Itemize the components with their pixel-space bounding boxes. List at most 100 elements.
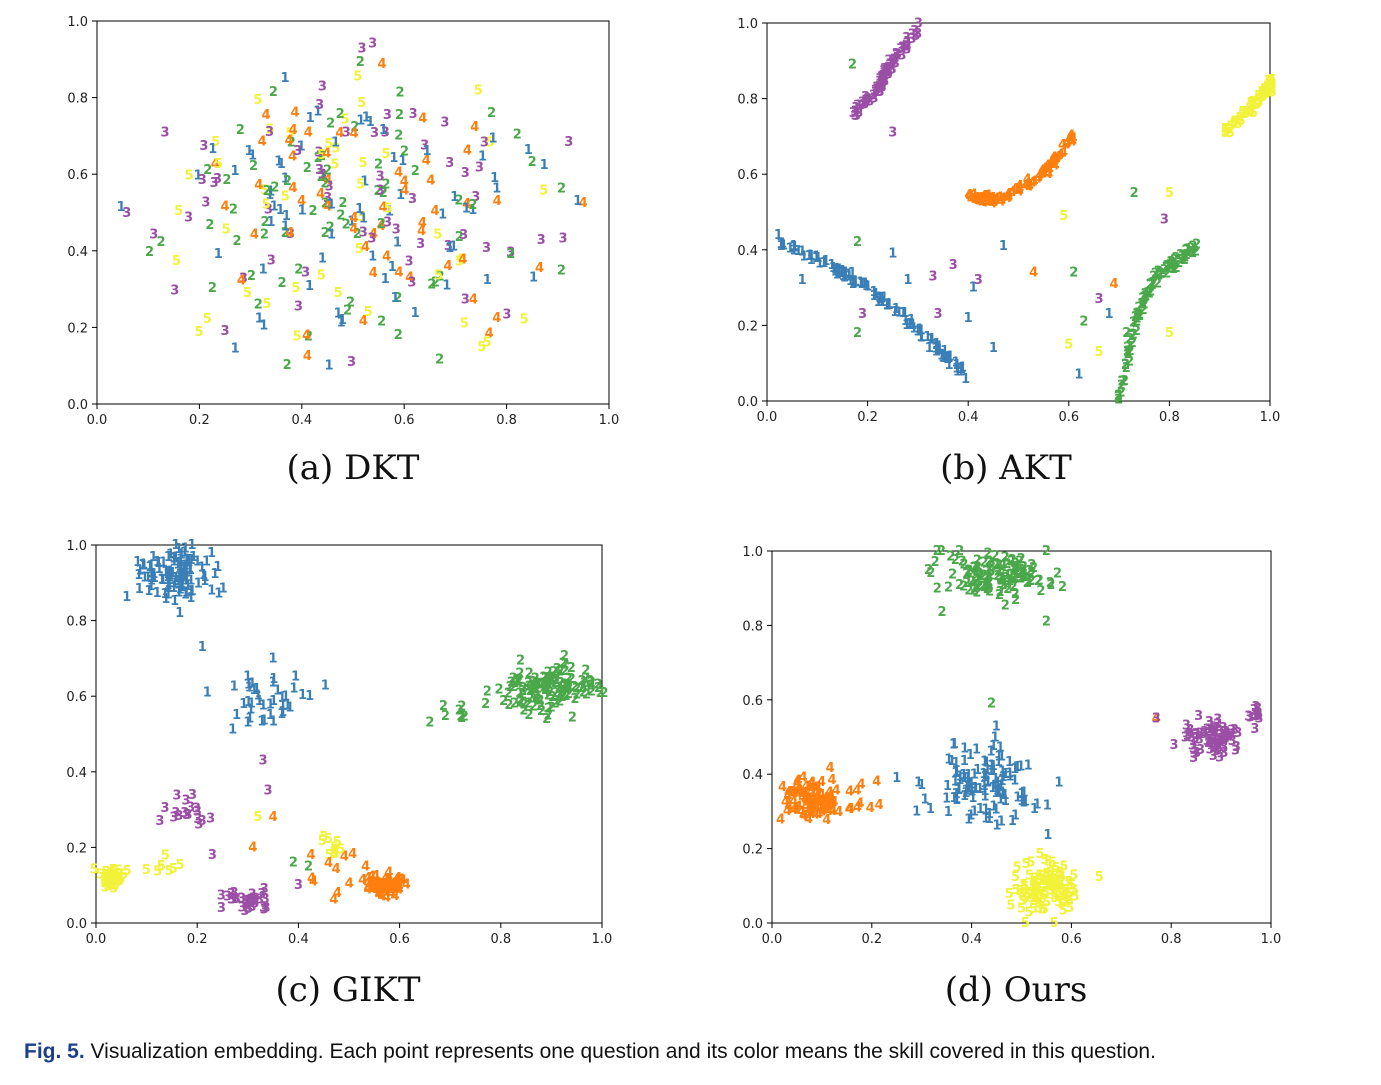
- point-ours-skill-3: 3: [1230, 723, 1239, 738]
- point-dkt-skill-2: 2: [287, 136, 296, 151]
- point-gikt-skill-5: 5: [110, 864, 119, 879]
- point-ours-skill-2: 2: [1025, 564, 1034, 579]
- point-akt-skill-2: 2: [1163, 259, 1172, 274]
- point-gikt-skill-4: 4: [387, 887, 396, 902]
- point-akt-skill-4: 4: [1051, 153, 1060, 168]
- point-akt-skill-3: 3: [902, 31, 911, 46]
- point-gikt-skill-2: 2: [580, 676, 589, 691]
- point-gikt-skill-1: 1: [165, 570, 174, 585]
- point-ours-skill-1: 1: [1013, 790, 1022, 805]
- point-dkt-skill-2: 2: [377, 314, 386, 329]
- point-ours-skill-4: 4: [807, 776, 816, 791]
- point-gikt-skill-5: 5: [113, 870, 122, 885]
- point-dkt-skill-1: 1: [193, 169, 202, 184]
- point-ours-skill-5: 5: [1033, 883, 1042, 898]
- point-gikt-skill-2: 2: [559, 688, 568, 703]
- point-gikt-skill-3: 3: [240, 904, 249, 919]
- x-tick-label: 0.6: [394, 413, 415, 428]
- point-ours-skill-1: 1: [912, 804, 921, 819]
- point-akt-skill-3: 3: [875, 75, 884, 90]
- point-ours-skill-1: 1: [961, 786, 970, 801]
- point-akt-skill-5: 5: [1267, 78, 1276, 93]
- point-gikt-skill-3: 3: [242, 894, 251, 909]
- point-gikt-skill-2: 2: [594, 678, 603, 693]
- point-akt-skill-1: 1: [944, 358, 953, 373]
- point-gikt-skill-2: 2: [549, 665, 558, 680]
- point-ours-skill-5: 5: [1018, 887, 1027, 902]
- point-akt-skill-4: 4: [1043, 159, 1052, 174]
- point-gikt-skill-3: 3: [223, 890, 232, 905]
- point-dkt-skill-4: 4: [369, 266, 378, 281]
- point-gikt-skill-5: 5: [318, 834, 327, 849]
- point-akt-skill-3: 3: [875, 77, 884, 92]
- point-dkt-skill-5: 5: [324, 137, 333, 152]
- point-gikt-skill-3: 3: [246, 893, 255, 908]
- point-gikt-skill-1: 1: [158, 573, 167, 588]
- point-ours-skill-3: 3: [1215, 751, 1224, 766]
- point-ours-skill-5: 5: [1037, 882, 1046, 897]
- point-akt-skill-1: 1: [798, 245, 807, 260]
- point-ours-skill-4: 4: [807, 807, 816, 822]
- point-akt-skill-1: 1: [933, 343, 942, 358]
- y-tick-label: 0.4: [66, 766, 87, 781]
- point-ours-skill-5: 5: [1043, 868, 1052, 883]
- point-dkt-skill-3: 3: [381, 125, 390, 140]
- point-gikt-skill-4: 4: [382, 891, 391, 906]
- point-gikt-skill-1: 1: [203, 685, 212, 700]
- point-akt-skill-2: 2: [1129, 328, 1138, 343]
- point-akt-skill-3: 3: [858, 96, 867, 111]
- point-akt-skill-1: 1: [901, 314, 910, 329]
- point-akt-skill-3: 3: [974, 273, 983, 288]
- point-ours-skill-4: 4: [872, 775, 881, 790]
- point-gikt-skill-2: 2: [554, 668, 563, 683]
- point-akt-skill-4: 4: [1049, 150, 1058, 165]
- point-ours-skill-3: 3: [1206, 719, 1215, 734]
- point-gikt-skill-1: 1: [277, 707, 286, 722]
- point-akt-skill-5: 5: [1234, 117, 1243, 132]
- point-gikt-skill-2: 2: [519, 681, 528, 696]
- point-ours-skill-5: 5: [1048, 855, 1057, 870]
- point-gikt-skill-2: 2: [538, 676, 547, 691]
- point-gikt-skill-2: 2: [526, 691, 535, 706]
- point-dkt-skill-3: 3: [475, 160, 484, 175]
- point-akt-skill-5: 5: [1226, 119, 1235, 134]
- point-ours-skill-2: 2: [985, 554, 994, 569]
- point-dkt-skill-5: 5: [214, 157, 223, 172]
- point-akt-skill-3: 3: [869, 89, 878, 104]
- point-dkt-skill-2: 2: [436, 270, 445, 285]
- point-ours-skill-2: 2: [983, 571, 992, 586]
- point-akt-skill-1: 1: [812, 249, 821, 264]
- point-akt-skill-4: 4: [977, 193, 986, 208]
- point-ours-skill-1: 1: [944, 805, 953, 820]
- point-gikt-skill-2: 2: [551, 673, 560, 688]
- point-ours-skill-1: 1: [982, 755, 991, 770]
- point-akt-skill-2: 2: [1131, 310, 1140, 325]
- point-ours-skill-2: 2: [991, 549, 1000, 564]
- point-akt-skill-4: 4: [1110, 277, 1119, 292]
- point-dkt-skill-4: 4: [237, 273, 246, 288]
- point-akt-skill-2: 2: [1151, 266, 1160, 281]
- point-akt-skill-3: 3: [879, 66, 888, 81]
- point-gikt-skill-4: 4: [392, 880, 401, 895]
- point-gikt-skill-3: 3: [182, 808, 191, 823]
- point-gikt-skill-4: 4: [361, 860, 370, 875]
- point-dkt-skill-5: 5: [243, 286, 252, 301]
- point-dkt-skill-5: 5: [477, 340, 486, 355]
- point-ours-skill-3: 3: [1213, 718, 1222, 733]
- point-gikt-skill-1: 1: [176, 553, 185, 568]
- point-ours-skill-3: 3: [1195, 732, 1204, 747]
- point-dkt-skill-1: 1: [389, 151, 398, 166]
- point-dkt-skill-3: 3: [537, 233, 546, 248]
- point-gikt-skill-2: 2: [533, 692, 542, 707]
- point-ours-skill-5: 5: [1031, 880, 1040, 895]
- point-akt-skill-5: 5: [1226, 126, 1235, 141]
- point-gikt-skill-1: 1: [182, 553, 191, 568]
- point-ours-skill-4: 4: [800, 786, 809, 801]
- point-akt-skill-1: 1: [917, 324, 926, 339]
- point-ours-skill-3: 3: [1246, 711, 1255, 726]
- point-akt-skill-3: 3: [949, 258, 958, 273]
- point-akt-skill-5: 5: [1254, 95, 1263, 110]
- point-akt-skill-2: 2: [1138, 291, 1147, 306]
- point-gikt-skill-1: 1: [174, 574, 183, 589]
- point-dkt-skill-4: 4: [289, 123, 298, 138]
